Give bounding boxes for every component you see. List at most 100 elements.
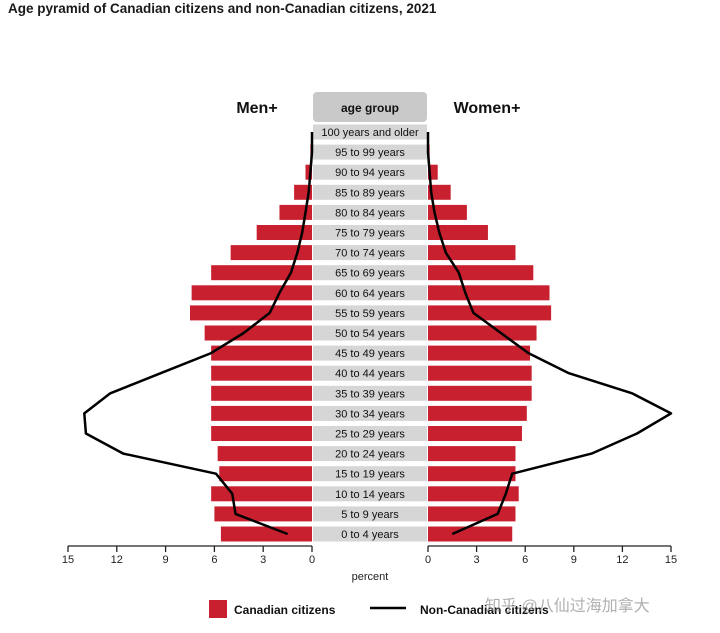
line-noncanadian-women [426,132,673,536]
bar-canadian-men [219,466,312,482]
men-label: Men+ [236,100,277,117]
age-group-cell [313,426,427,441]
bar-canadian-women [428,184,451,200]
age-group-label: 15 to 19 years [335,469,405,481]
age-group-label: 100 years and older [321,127,419,139]
age-group-cell [313,446,427,462]
age-group-cell [313,164,427,180]
bar-canadian-men [256,225,312,240]
age-group-label: 5 to 9 years [341,509,399,521]
bar-canadian-women [428,305,552,321]
legend-swatch-canadian [209,600,227,618]
tick-label-left: 9 [163,554,169,566]
bar-canadian-men [211,426,312,441]
age-group-cell [313,486,427,502]
bar-canadian-men [191,285,312,301]
bar-canadian-women [428,164,438,180]
bar-canadian-men [217,446,312,462]
x-axis-label: percent [352,571,389,583]
center-header-label: age group [341,101,399,115]
bar-canadian-men [220,526,312,542]
age-group-label: 45 to 49 years [335,348,405,360]
age-group-cell [313,225,427,240]
tick-label-right: 15 [665,554,677,566]
age-group-label: 20 to 24 years [335,449,405,461]
age-group-cell [313,144,427,160]
bars-layer [190,144,552,542]
age-group-label: 10 to 14 years [335,489,405,501]
age-group-cell [313,124,427,140]
women-label: Women+ [454,100,521,117]
age-group-cell [313,265,427,281]
age-group-cell [313,325,427,341]
tick-label-right: 0 [425,554,431,566]
center-header-box [313,92,427,122]
tick-label-right: 9 [571,554,577,566]
legend-label-canadian: Canadian citizens [234,603,336,617]
age-group-cell [313,466,427,482]
legend: Canadian citizens Non-Canadian citizens [209,600,549,618]
bar-canadian-men [204,325,312,341]
bar-canadian-women [428,526,513,542]
bar-canadian-women [428,365,532,381]
bar-canadian-men [190,305,312,321]
bar-canadian-women [428,426,522,441]
age-group-label: 70 to 74 years [335,248,405,260]
bar-canadian-men [211,345,312,361]
age-group-cell [313,385,427,401]
tick-label-left: 0 [309,554,315,566]
bar-canadian-women [428,204,467,220]
bar-canadian-women [428,285,550,301]
bar-canadian-women [428,225,488,240]
age-group-label: 40 to 44 years [335,368,405,380]
age-group-label: 80 to 84 years [335,207,405,219]
bar-canadian-women [428,466,516,482]
age-group-cell [313,305,427,321]
bar-canadian-men [211,265,312,281]
bar-canadian-women [428,446,516,462]
tick-label-left: 3 [260,554,266,566]
bar-canadian-women [428,486,519,502]
age-group-cell [313,245,427,261]
bar-canadian-women [428,345,531,361]
age-group-cell [313,184,427,200]
age-group-label: 25 to 29 years [335,429,405,441]
age-group-label: 35 to 39 years [335,388,405,400]
age-group-cell [313,204,427,220]
age-group-cell [313,405,427,421]
bar-canadian-men [211,385,312,401]
lines-layer [83,132,673,536]
bar-canadian-women [428,265,534,281]
bar-canadian-men [211,486,312,502]
bar-canadian-women [428,506,516,522]
bar-canadian-men [230,245,312,261]
tick-label-right: 6 [522,554,528,566]
age-group-label: 75 to 79 years [335,228,405,240]
legend-label-noncanadian: Non-Canadian citizens [420,603,549,617]
axes-layer: 15 15 12 12 9 9 6 6 3 3 0 0 [62,545,677,566]
bar-canadian-women [428,405,527,421]
age-group-label: 90 to 94 years [335,167,405,179]
age-group-label: 30 to 34 years [335,408,405,420]
chart-title: Age pyramid of Canadian citizens and non… [8,1,437,16]
watermark: 知乎 @八仙过海加拿大 [485,598,650,615]
bar-canadian-men [305,164,312,180]
age-group-cell [313,285,427,301]
bar-canadian-women [428,325,537,341]
age-group-label: 85 to 89 years [335,187,405,199]
age-group-cell [313,365,427,381]
tick-label-right: 12 [616,554,628,566]
age-group-cell [313,526,427,542]
age-group-cell [313,506,427,522]
bar-canadian-men [211,405,312,421]
tick-label-right: 3 [474,554,480,566]
tick-label-left: 15 [62,554,74,566]
age-group-label: 50 to 54 years [335,328,405,340]
line-noncanadian-men [83,132,314,536]
tick-label-left: 6 [211,554,217,566]
age-group-label: 0 to 4 years [341,529,399,541]
bar-canadian-men [214,506,312,522]
age-group-label: 95 to 99 years [335,147,405,159]
bar-canadian-men [211,365,312,381]
